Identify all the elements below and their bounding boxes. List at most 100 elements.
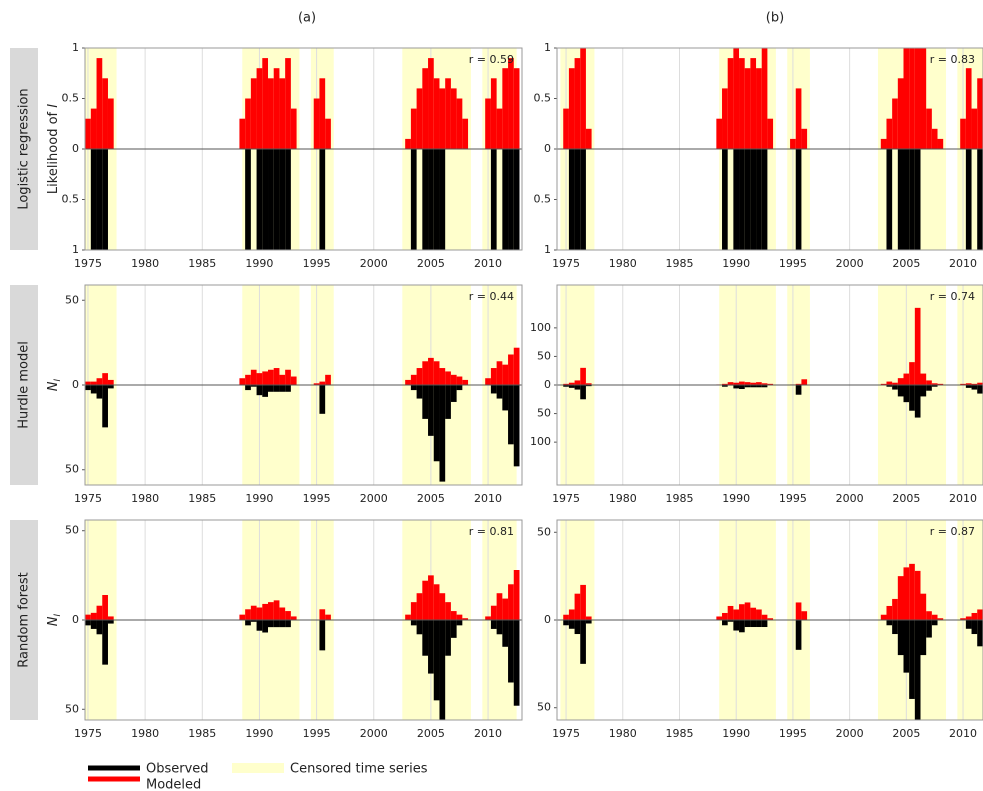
y-axis-title-text: Likelihood of <box>46 111 61 194</box>
row-label-box <box>10 48 38 250</box>
x-tick-label: 1995 <box>779 492 807 505</box>
x-tick-label: 1980 <box>131 727 159 740</box>
bar <box>445 602 451 620</box>
bar <box>920 593 927 620</box>
legend: Observed Modeled Censored time series <box>88 762 428 791</box>
bar <box>756 609 762 620</box>
bar <box>319 385 326 414</box>
x-tick-label: 2000 <box>360 257 388 270</box>
bar <box>744 382 751 385</box>
bar <box>279 607 286 620</box>
bar <box>508 149 514 250</box>
annotation: r = 0.81 <box>469 525 514 538</box>
bar <box>750 382 757 385</box>
bar <box>102 373 108 385</box>
y-tick-label: 50 <box>537 701 551 714</box>
plot-area <box>557 520 983 720</box>
bar <box>574 593 581 620</box>
bar <box>439 385 446 482</box>
bar <box>96 378 103 385</box>
x-tick-label: 1995 <box>303 727 331 740</box>
bar <box>892 98 898 149</box>
bar <box>897 78 904 149</box>
bar <box>256 620 263 631</box>
bar <box>909 149 915 250</box>
x-tick-label: 1975 <box>552 257 580 270</box>
x-tick-label: 1975 <box>74 727 102 740</box>
bar <box>456 376 463 385</box>
bar <box>428 149 434 250</box>
x-tick-label: 2000 <box>836 727 864 740</box>
bar <box>880 614 887 620</box>
bar <box>931 620 938 626</box>
x-tick-label: 2000 <box>836 492 864 505</box>
bar <box>290 616 297 620</box>
bar <box>790 138 796 149</box>
bar <box>285 149 291 250</box>
bar <box>462 118 469 149</box>
x-tick-label: 2005 <box>417 727 445 740</box>
x-tick-label: 1990 <box>722 492 750 505</box>
bar <box>462 379 469 385</box>
x-tick-label: 1975 <box>552 492 580 505</box>
bar <box>722 620 728 626</box>
y-tick-label: 0.5 <box>534 92 552 105</box>
bar <box>580 367 586 385</box>
bar <box>886 149 893 250</box>
bar <box>971 383 978 385</box>
y-axis-title-sub: I <box>53 378 63 381</box>
bar <box>563 620 569 626</box>
bar <box>920 620 927 656</box>
row-title: Random forest <box>17 572 32 667</box>
bar <box>909 563 915 620</box>
bar <box>903 567 910 620</box>
bar <box>926 380 932 385</box>
bar <box>733 609 740 620</box>
bar <box>410 602 417 620</box>
bar <box>279 374 286 385</box>
bar <box>801 611 808 620</box>
bar <box>485 616 491 620</box>
x-tick-label: 1980 <box>609 492 637 505</box>
bar <box>926 385 932 391</box>
bar <box>262 603 269 620</box>
bar <box>445 385 451 419</box>
y-tick-label: 100 <box>530 321 551 334</box>
bar <box>513 68 520 149</box>
row-title: Logistic regression <box>17 88 32 209</box>
bar <box>761 385 768 388</box>
y-tick-label: 0 <box>544 378 551 391</box>
bar <box>931 385 938 387</box>
bar <box>739 604 745 620</box>
bar <box>102 595 108 620</box>
bar <box>585 385 592 387</box>
bar <box>268 369 274 385</box>
bar <box>756 382 762 385</box>
bar <box>319 609 326 620</box>
bar <box>439 593 446 620</box>
bar <box>290 108 297 149</box>
bar <box>886 118 893 149</box>
x-tick-label: 1985 <box>188 727 216 740</box>
y-axis-title-var: I <box>46 104 61 108</box>
bar <box>102 78 108 149</box>
bar <box>897 385 904 397</box>
x-tick-label: 1985 <box>665 727 693 740</box>
frame <box>556 519 983 721</box>
bar <box>250 620 257 622</box>
bar <box>580 149 586 250</box>
bar <box>433 584 440 620</box>
bar <box>508 58 514 149</box>
bar <box>433 78 440 149</box>
bar <box>937 138 944 149</box>
bar <box>422 580 429 620</box>
annotation: r = 0.59 <box>469 53 514 66</box>
bar <box>456 620 463 626</box>
bar <box>585 383 592 385</box>
bar <box>410 620 417 626</box>
bar <box>880 138 887 149</box>
bar <box>445 371 451 385</box>
bar <box>880 383 887 385</box>
bar <box>502 149 509 250</box>
y-tick-label: 50 <box>65 463 79 476</box>
